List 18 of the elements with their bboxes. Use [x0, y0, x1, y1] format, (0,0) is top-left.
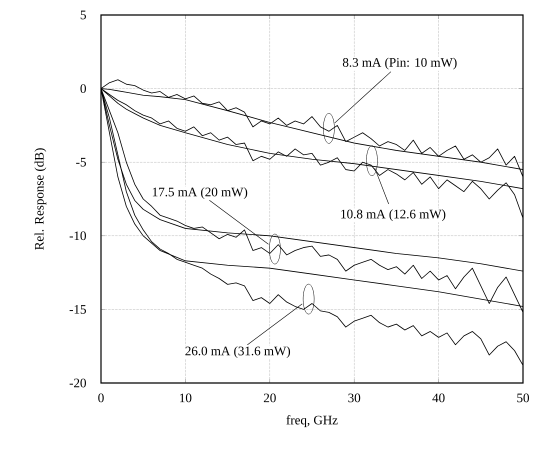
x-axis-title: freq, GHz	[286, 415, 338, 428]
x-tick-label: 30	[348, 394, 360, 402]
annotation: 10.8 mA (12.6 mW)	[341, 209, 446, 222]
x-tick-label: 50	[517, 394, 529, 402]
y-axis-title: Rel. Response (dB)	[34, 148, 46, 250]
y-tick-label: -10	[70, 231, 86, 240]
y-tick-label: -20	[70, 378, 86, 388]
annotation: 26.0 mA (31.6 mW)	[185, 346, 290, 358]
x-tick-label: 0	[98, 394, 104, 402]
y-tick-label: -5	[76, 158, 86, 167]
y-tick-label: 0	[80, 84, 86, 93]
x-tick-label: 10	[180, 394, 192, 402]
y-tick-label: 5	[80, 10, 86, 20]
y-tick-label: -15	[70, 305, 86, 314]
annotation: 8.3 mA (Pin: 10 mW)	[342, 58, 457, 70]
x-tick-label: 20	[264, 394, 276, 402]
annotation: 17.5 mA (20 mW)	[152, 187, 248, 200]
x-tick-label: 40	[432, 394, 445, 402]
